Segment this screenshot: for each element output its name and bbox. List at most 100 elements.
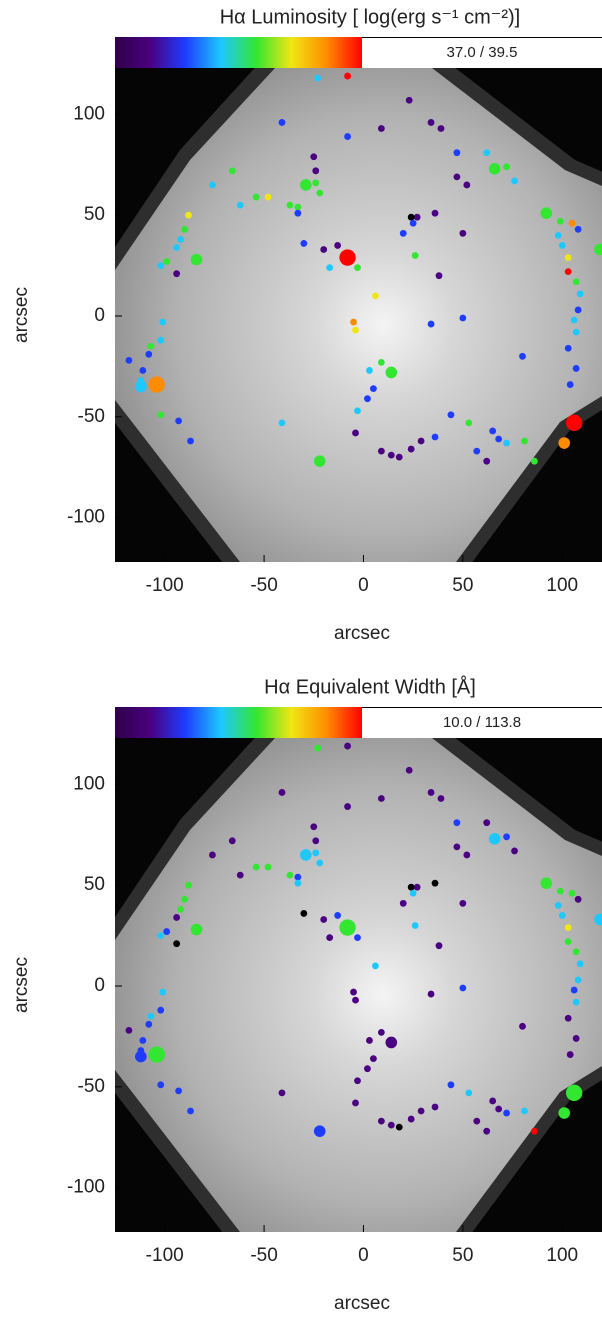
point <box>264 193 272 201</box>
point <box>300 849 312 861</box>
point <box>157 1006 165 1014</box>
point <box>366 367 373 374</box>
point <box>135 380 147 393</box>
point <box>157 411 165 419</box>
point <box>407 1115 415 1123</box>
point <box>344 803 351 810</box>
point <box>395 1123 403 1131</box>
point <box>310 823 318 831</box>
point <box>511 177 518 185</box>
point <box>313 455 326 467</box>
point <box>175 1087 183 1095</box>
point <box>125 1026 133 1034</box>
point <box>377 795 385 802</box>
point <box>570 986 578 994</box>
point <box>411 922 419 929</box>
point <box>286 201 294 209</box>
point <box>145 1020 153 1028</box>
point <box>568 889 576 897</box>
point <box>181 225 188 233</box>
points <box>125 72 602 467</box>
point <box>252 863 260 871</box>
point <box>459 314 467 322</box>
point <box>350 318 357 326</box>
point <box>371 962 379 970</box>
point <box>228 167 236 175</box>
point <box>187 1107 194 1115</box>
point <box>483 1127 491 1135</box>
point <box>473 1117 481 1125</box>
point <box>572 365 580 372</box>
point <box>314 74 322 82</box>
point <box>556 217 564 225</box>
point <box>177 905 184 913</box>
point <box>175 417 183 425</box>
x-tick-label: 50 <box>452 575 473 596</box>
point <box>399 229 407 237</box>
point <box>572 328 580 336</box>
point <box>286 871 294 879</box>
point <box>312 849 320 857</box>
x-tick-label: 0 <box>358 1245 369 1266</box>
point <box>558 437 571 449</box>
point <box>431 209 439 217</box>
point <box>395 453 403 461</box>
point <box>453 843 461 851</box>
point <box>370 1055 377 1062</box>
point <box>495 435 503 443</box>
point <box>570 316 578 324</box>
point <box>483 819 491 827</box>
x-axis-label: arcsec <box>334 1293 390 1314</box>
y-tick-label: 100 <box>73 773 105 794</box>
point <box>453 149 461 157</box>
colorbar-label: 37.0 / 39.5 <box>447 44 518 61</box>
point <box>572 1035 580 1042</box>
point <box>370 385 377 392</box>
point <box>278 119 286 126</box>
point <box>310 153 318 161</box>
y-tick-label: 0 <box>94 975 105 996</box>
point <box>344 133 351 140</box>
point <box>135 1050 147 1063</box>
x-tick-label: -100 <box>146 1245 184 1266</box>
point <box>354 264 361 272</box>
point <box>173 244 181 251</box>
point <box>465 419 473 427</box>
point <box>572 278 580 286</box>
point <box>163 258 171 265</box>
point <box>399 899 407 907</box>
point <box>278 789 286 796</box>
point <box>366 1037 373 1044</box>
point <box>489 1097 497 1105</box>
point <box>159 988 167 996</box>
point <box>417 437 425 445</box>
point <box>314 744 322 752</box>
point <box>574 306 582 314</box>
point <box>413 883 421 891</box>
point <box>157 262 165 269</box>
point <box>431 1103 439 1111</box>
point <box>294 879 302 887</box>
point <box>364 395 371 403</box>
point <box>125 356 133 364</box>
point <box>177 235 184 243</box>
point <box>334 242 342 249</box>
point <box>326 264 334 272</box>
galaxy-image <box>115 68 602 562</box>
x-tick-label: -100 <box>146 575 184 596</box>
point <box>377 1117 385 1125</box>
point <box>312 179 320 187</box>
point <box>352 326 359 334</box>
point <box>278 419 286 427</box>
point <box>572 948 580 956</box>
point <box>407 445 415 453</box>
x-tick-label: 50 <box>452 1245 473 1266</box>
y-tick-label: 50 <box>84 204 105 225</box>
point <box>173 940 181 948</box>
point <box>473 447 481 455</box>
point <box>483 457 491 465</box>
point <box>594 243 602 256</box>
point <box>147 1012 155 1020</box>
point <box>339 249 356 266</box>
